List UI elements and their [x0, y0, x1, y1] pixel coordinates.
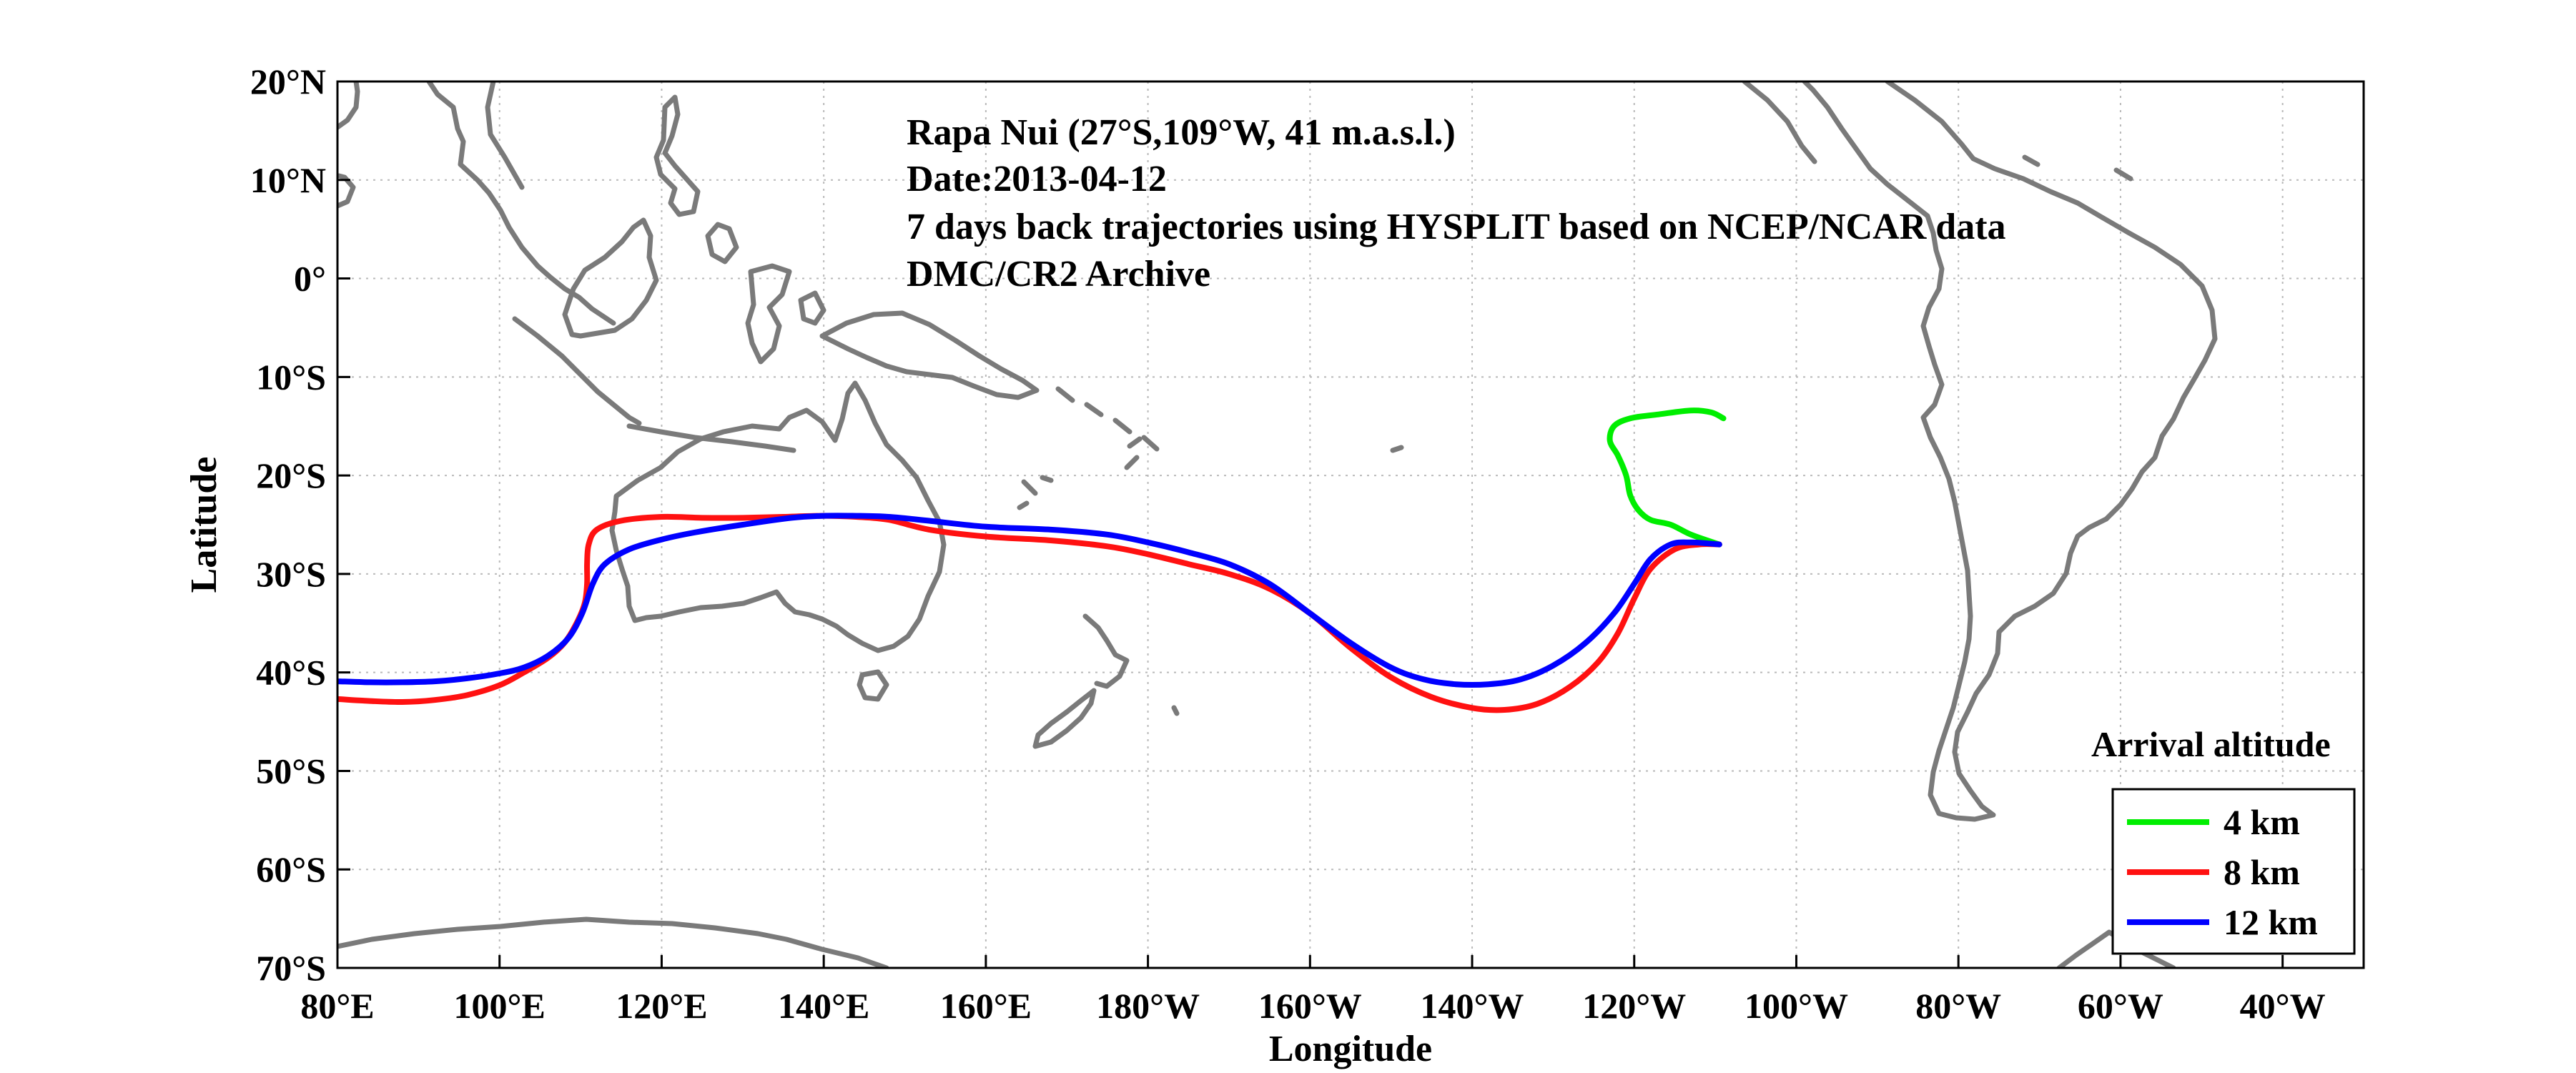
- y-tick-label: 60°S: [256, 849, 326, 889]
- coastline-sumatra-java: [512, 316, 796, 453]
- x-axis-ticks: 80°E 100°E 120°E 140°E 160°E 180°W 160°W 140°W 1…: [300, 955, 2326, 1026]
- x-tick-label: 80°E: [300, 986, 374, 1026]
- coastline-sulawesi: [745, 263, 826, 365]
- axes-frame: [336, 80, 2365, 969]
- y-tick-label: 70°S: [256, 948, 326, 988]
- annotation-line-3: 7 days back trajectories using HYSPLIT b…: [907, 207, 2006, 247]
- trajectory-lines: [337, 407, 1727, 713]
- y-axis-ticks: 20°N 10°N 0° 10°S 20°S 30°S 40°S 50°S 60°S 70°S: [250, 61, 350, 988]
- coastline-new-zealand: [1032, 613, 1130, 749]
- x-axis-title: Longitude: [1269, 1029, 1432, 1069]
- x-tick-label: 100°E: [454, 986, 546, 1026]
- x-tick-label: 40°W: [2240, 986, 2326, 1026]
- coastline-australia: [609, 380, 947, 653]
- x-tick-label: 180°W: [1096, 986, 1200, 1026]
- coastline-pacific-islands: [1017, 436, 1404, 716]
- legend: Arrival altitude 4 km 8 km 12 km: [2091, 724, 2356, 955]
- x-tick-label: 140°E: [778, 986, 869, 1026]
- x-tick-label: 100°W: [1745, 986, 1848, 1026]
- coastline-philippines: [653, 94, 739, 264]
- x-tick-label: 80°W: [1915, 986, 2001, 1026]
- annotation-block: Rapa Nui (27°S,109°W, 41 m.a.s.l.) Date:…: [907, 112, 2006, 295]
- y-tick-label: 0°: [294, 259, 326, 299]
- trajectory-4km-line: [1607, 407, 1727, 548]
- x-tick-label: 120°E: [616, 986, 707, 1026]
- coastline-solomon-islands: [1055, 386, 1160, 452]
- legend-label-8km: 8 km: [2224, 852, 2300, 892]
- y-tick-label: 10°N: [250, 160, 326, 200]
- coastline-borneo: [562, 217, 659, 339]
- coastline-southeast-asia: [337, 81, 616, 326]
- x-tick-label: 140°W: [1421, 986, 1524, 1026]
- annotation-line-2: Date:2013-04-12: [907, 159, 1167, 199]
- legend-label-4km: 4 km: [2224, 802, 2300, 842]
- x-tick-label: 120°W: [1582, 986, 1686, 1026]
- plot-area: [337, 81, 2364, 968]
- legend-label-12km: 12 km: [2224, 902, 2318, 942]
- y-tick-label: 40°S: [256, 653, 326, 693]
- x-tick-label: 160°W: [1258, 986, 1362, 1026]
- y-tick-label: 20°S: [256, 455, 326, 495]
- legend-title: Arrival altitude: [2091, 724, 2331, 764]
- y-tick-label: 30°S: [256, 554, 326, 594]
- x-tick-label: 160°E: [940, 986, 1032, 1026]
- annotation-line-1: Rapa Nui (27°S,109°W, 41 m.a.s.l.): [907, 112, 1456, 153]
- coastline-tasmania: [857, 669, 889, 702]
- y-axis-title: Latitude: [184, 457, 224, 593]
- x-tick-label: 60°W: [2078, 986, 2163, 1026]
- y-tick-label: 10°S: [256, 357, 326, 397]
- y-tick-label: 20°N: [250, 61, 326, 102]
- coastline-south-america: [1802, 81, 2218, 822]
- trajectory-12km-line: [337, 513, 1722, 688]
- y-tick-label: 50°S: [256, 751, 326, 791]
- coastline-new-guinea: [819, 310, 1040, 400]
- coastline-caribbean: [1742, 81, 2133, 182]
- annotation-line-4: DMC/CR2 Archive: [907, 254, 1210, 295]
